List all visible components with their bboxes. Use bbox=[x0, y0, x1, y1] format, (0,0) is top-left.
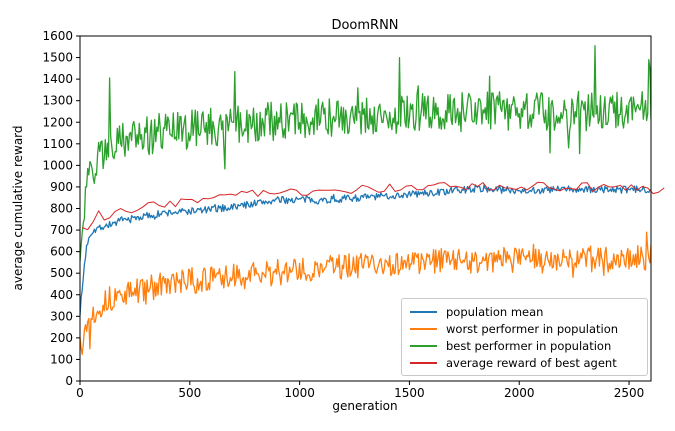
y-tick-label: 1200 bbox=[42, 115, 73, 129]
series-line-worst-performer-in-population bbox=[80, 231, 651, 356]
y-tick-label: 400 bbox=[50, 288, 73, 302]
legend-label: population mean bbox=[446, 304, 544, 319]
x-tick-label: 500 bbox=[178, 386, 201, 400]
y-tick-label: 1100 bbox=[42, 137, 73, 151]
x-axis-label: generation bbox=[332, 399, 397, 413]
axis-ticks: 0 500 1000 1500 2000 2500 0 100 200 300 400 500 600 7… bbox=[42, 29, 644, 400]
x-tick-label: 2000 bbox=[504, 386, 535, 400]
y-tick-label: 700 bbox=[50, 223, 73, 237]
y-tick-label: 800 bbox=[50, 202, 73, 216]
y-tick-label: 100 bbox=[50, 352, 73, 366]
legend-label: best performer in population bbox=[446, 338, 612, 353]
series-line-average-reward-of-best-agent bbox=[82, 181, 665, 231]
y-tick-label: 1300 bbox=[42, 94, 73, 108]
legend-item-3: average reward of best agent bbox=[410, 354, 639, 371]
legend: population mean worst performer in popula… bbox=[401, 298, 648, 376]
y-tick-label: 1000 bbox=[42, 158, 73, 172]
series-line-population-mean bbox=[80, 184, 651, 316]
y-tick-label: 0 bbox=[65, 374, 73, 388]
y-tick-label: 1600 bbox=[42, 29, 73, 43]
y-tick-label: 900 bbox=[50, 180, 73, 194]
x-tick-label: 1500 bbox=[394, 386, 425, 400]
legend-item-2: best performer in population bbox=[410, 337, 639, 354]
y-tick-label: 200 bbox=[50, 331, 73, 345]
legend-swatch bbox=[410, 327, 437, 330]
y-tick-label: 600 bbox=[50, 245, 73, 259]
legend-label: worst performer in population bbox=[446, 321, 619, 336]
x-tick-label: 2500 bbox=[614, 386, 645, 400]
y-tick-label: 300 bbox=[50, 309, 73, 323]
legend-swatch bbox=[410, 344, 437, 347]
y-tick-label: 500 bbox=[50, 266, 73, 280]
legend-swatch bbox=[410, 361, 437, 364]
legend-label: average reward of best agent bbox=[446, 355, 617, 370]
series-lines bbox=[80, 45, 665, 356]
series-line-best-performer-in-population bbox=[80, 45, 651, 262]
chart-title: DoomRNN bbox=[331, 18, 398, 33]
legend-swatch bbox=[410, 310, 437, 313]
legend-item-1: worst performer in population bbox=[410, 320, 639, 337]
x-tick-label: 1000 bbox=[284, 386, 315, 400]
legend-item-0: population mean bbox=[410, 303, 639, 320]
y-tick-label: 1400 bbox=[42, 72, 73, 86]
plot-frame bbox=[79, 35, 652, 382]
x-tick-label: 0 bbox=[76, 386, 84, 400]
y-tick-label: 1500 bbox=[42, 51, 73, 65]
y-axis-label: average cumulative reward bbox=[11, 125, 25, 290]
